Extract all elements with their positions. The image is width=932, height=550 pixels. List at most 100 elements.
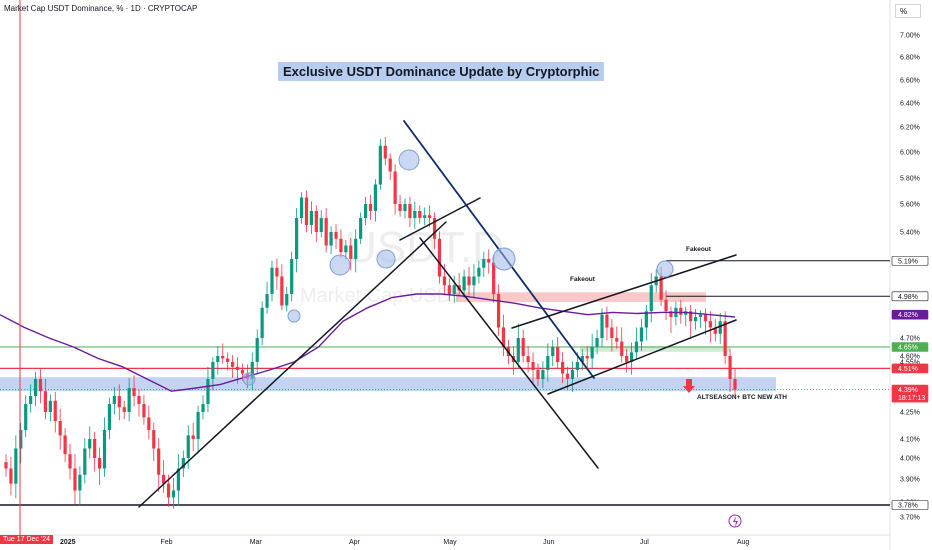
candle[interactable]	[58, 421, 62, 436]
candle[interactable]	[68, 454, 72, 469]
candle[interactable]	[324, 218, 328, 246]
candle[interactable]	[166, 483, 171, 498]
moving-average-line[interactable]	[0, 293, 736, 392]
candle[interactable]	[285, 294, 289, 306]
candle[interactable]	[191, 435, 195, 439]
candle[interactable]	[43, 391, 48, 412]
candle[interactable]	[221, 356, 225, 359]
candle[interactable]	[442, 276, 446, 286]
candle[interactable]	[718, 321, 722, 334]
candle[interactable]	[373, 184, 378, 212]
candle[interactable]	[181, 458, 185, 469]
candle[interactable]	[639, 327, 644, 342]
candle[interactable]	[260, 307, 264, 338]
candle[interactable]	[649, 285, 653, 312]
candle[interactable]	[413, 211, 417, 218]
candle[interactable]	[689, 311, 693, 322]
candle[interactable]	[230, 362, 235, 367]
candle[interactable]	[580, 356, 584, 362]
candle[interactable]	[171, 490, 176, 498]
candle[interactable]	[447, 285, 451, 294]
candle[interactable]	[659, 276, 663, 300]
candle[interactable]	[585, 356, 589, 359]
candle[interactable]	[625, 356, 629, 362]
candle[interactable]	[698, 314, 703, 317]
candle[interactable]	[620, 341, 624, 356]
candle[interactable]	[73, 468, 77, 491]
candle[interactable]	[590, 347, 594, 359]
candle[interactable]	[29, 396, 33, 404]
candle[interactable]	[24, 404, 28, 430]
candle[interactable]	[383, 145, 387, 159]
candle[interactable]	[112, 396, 116, 404]
candle[interactable]	[206, 379, 210, 404]
candle[interactable]	[462, 276, 466, 291]
candle[interactable]	[393, 171, 397, 205]
candle[interactable]	[477, 267, 481, 277]
candle[interactable]	[644, 311, 648, 328]
candle[interactable]	[708, 321, 712, 328]
candle[interactable]	[107, 404, 112, 430]
candle[interactable]	[314, 211, 318, 232]
candle[interactable]	[363, 204, 368, 218]
candle[interactable]	[142, 404, 146, 418]
candle[interactable]	[605, 314, 609, 328]
candle[interactable]	[556, 347, 560, 362]
candle[interactable]	[33, 379, 38, 396]
candle[interactable]	[428, 215, 432, 218]
candle[interactable]	[196, 412, 200, 439]
candle[interactable]	[186, 435, 190, 458]
candle[interactable]	[78, 474, 82, 491]
candle[interactable]	[250, 362, 254, 379]
candle[interactable]	[482, 259, 486, 268]
candle[interactable]	[703, 314, 708, 322]
candle[interactable]	[122, 407, 126, 412]
candle[interactable]	[526, 356, 530, 362]
candle[interactable]	[201, 404, 205, 412]
candle[interactable]	[733, 379, 737, 390]
candle[interactable]	[216, 356, 220, 362]
candle[interactable]	[472, 276, 476, 286]
candle[interactable]	[38, 379, 43, 392]
candle[interactable]	[467, 276, 471, 286]
candle[interactable]	[309, 211, 313, 225]
candle[interactable]	[408, 204, 412, 218]
candle[interactable]	[334, 232, 338, 239]
candle[interactable]	[388, 158, 392, 172]
candle[interactable]	[536, 370, 540, 379]
candle[interactable]	[275, 267, 279, 277]
candle[interactable]	[595, 338, 599, 347]
candle[interactable]	[4, 462, 8, 469]
descending-wedge-lower[interactable]	[419, 237, 599, 469]
candle[interactable]	[48, 400, 52, 412]
candle[interactable]	[561, 362, 565, 374]
candle[interactable]	[368, 204, 373, 211]
candle[interactable]	[270, 267, 274, 294]
candle[interactable]	[117, 396, 121, 408]
candle[interactable]	[693, 317, 698, 322]
candle[interactable]	[152, 430, 156, 449]
candle[interactable]	[290, 259, 294, 294]
candle[interactable]	[521, 338, 525, 356]
candle[interactable]	[9, 468, 13, 484]
candle[interactable]	[235, 366, 240, 370]
candle[interactable]	[137, 396, 141, 404]
candle[interactable]	[575, 362, 579, 370]
candle[interactable]	[354, 238, 358, 259]
candle[interactable]	[147, 417, 151, 430]
candle[interactable]	[176, 468, 180, 491]
candle[interactable]	[63, 435, 67, 455]
candle[interactable]	[97, 458, 102, 469]
candle[interactable]	[634, 341, 639, 353]
candle[interactable]	[14, 448, 18, 484]
candle[interactable]	[280, 276, 284, 306]
candle[interactable]	[162, 474, 166, 484]
candle[interactable]	[53, 400, 57, 421]
candle[interactable]	[728, 356, 732, 379]
candle[interactable]	[157, 448, 161, 475]
candle[interactable]	[240, 370, 245, 374]
channel-lower[interactable]	[547, 319, 737, 395]
candle[interactable]	[359, 218, 363, 239]
candle[interactable]	[127, 388, 131, 412]
candle[interactable]	[723, 321, 727, 356]
